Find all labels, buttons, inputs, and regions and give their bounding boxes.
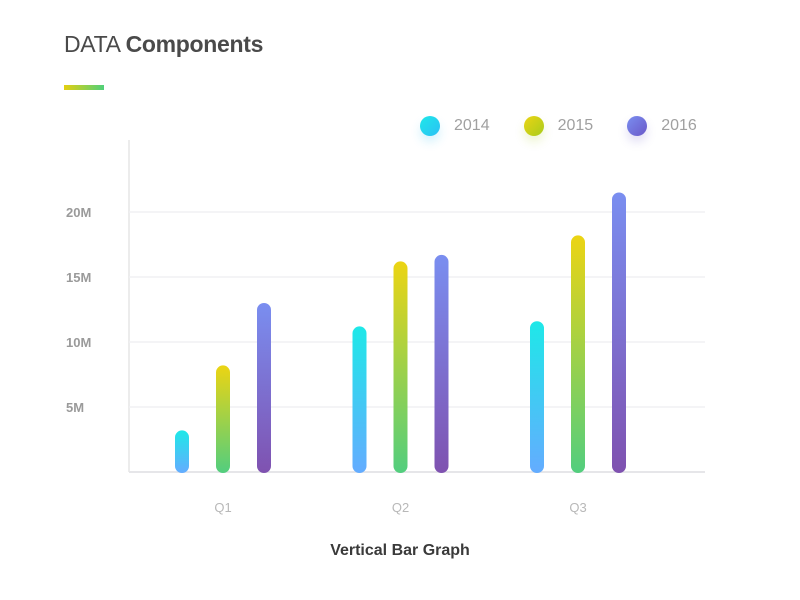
page-title: DATA Components — [64, 31, 263, 58]
y-tick-label: 5M — [66, 400, 84, 415]
bar-2016-Q3 — [612, 192, 626, 473]
legend-dot-2014 — [420, 116, 440, 136]
x-tick-label: Q3 — [569, 500, 586, 515]
legend: 2014 2015 2016 — [420, 116, 697, 136]
legend-dot-2016 — [627, 116, 648, 136]
legend-label: 2015 — [557, 117, 594, 134]
bar-2016-Q2 — [434, 254, 449, 473]
title-bold: Components — [125, 31, 264, 57]
title-accent-bar — [64, 85, 104, 90]
x-tick-label: Q1 — [214, 500, 231, 515]
legend-label: 2014 — [454, 117, 490, 134]
chart-caption: Vertical Bar Graph — [330, 542, 470, 559]
bar-2015-Q2 — [393, 261, 408, 473]
y-tick-label: 15M — [66, 270, 91, 285]
legend-item-2014[interactable]: 2014 — [420, 116, 490, 136]
title-light: DATA — [64, 31, 120, 57]
bar-2016-Q1 — [257, 303, 271, 473]
x-tick-label: Q2 — [392, 500, 409, 515]
bar-2015-Q1 — [216, 365, 230, 473]
legend-item-2015[interactable]: 2015 — [523, 116, 594, 136]
bar-2014-Q1 — [175, 430, 189, 473]
legend-dot-2015 — [523, 116, 544, 136]
y-tick-label: 10M — [66, 335, 91, 350]
bar-2015-Q3 — [571, 235, 585, 473]
legend-label: 2016 — [661, 117, 697, 134]
bar-2014-Q3 — [530, 321, 544, 473]
legend-item-2016[interactable]: 2016 — [627, 116, 697, 136]
y-tick-label: 20M — [66, 205, 91, 220]
bar-2014-Q2 — [352, 326, 367, 473]
